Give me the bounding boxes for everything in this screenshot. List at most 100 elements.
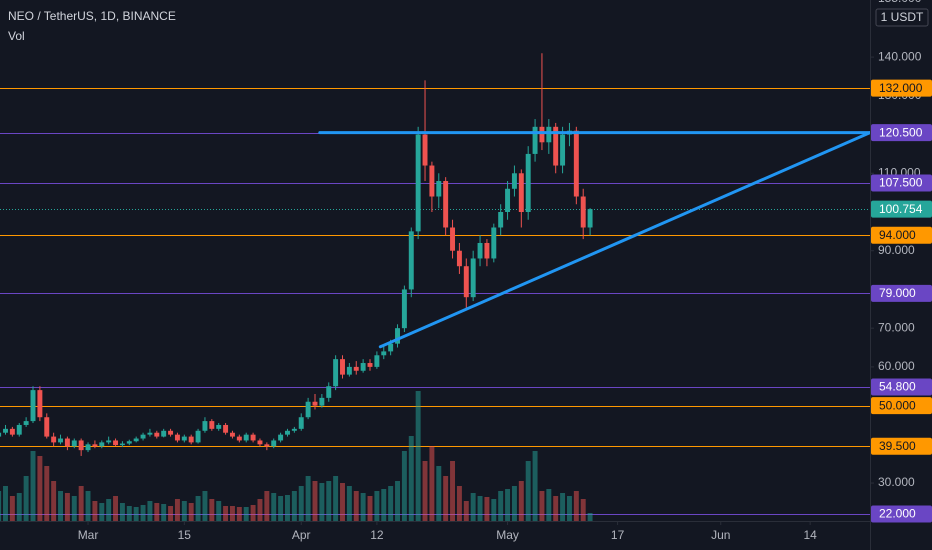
candle-body bbox=[23, 421, 29, 425]
volume-bar bbox=[560, 493, 566, 521]
volume-bar bbox=[381, 489, 387, 521]
volume-bar bbox=[539, 491, 545, 521]
candle-body bbox=[271, 440, 277, 447]
y-tick-label: 60.000 bbox=[878, 359, 915, 373]
volume-label: Vol bbox=[8, 29, 25, 43]
candle-body bbox=[188, 436, 194, 443]
price-label: 100.754 bbox=[879, 202, 923, 216]
volume-bar bbox=[16, 493, 22, 521]
candle-body bbox=[168, 430, 174, 435]
volume-bar bbox=[546, 489, 552, 521]
candle-body bbox=[326, 386, 332, 398]
volume-bar bbox=[154, 503, 160, 521]
volume-bar bbox=[113, 496, 119, 521]
volume-bar bbox=[174, 499, 180, 521]
axes: Mar15Apr12May17Jun14155.000140.000130.00… bbox=[78, 0, 932, 542]
price-label: 22.000 bbox=[879, 507, 916, 521]
volume-bar bbox=[374, 491, 380, 521]
volume-bar bbox=[367, 496, 373, 521]
candle-body bbox=[9, 428, 15, 435]
x-tick-label: Apr bbox=[292, 528, 311, 542]
volume-bar bbox=[23, 476, 29, 521]
candle-body bbox=[30, 390, 36, 422]
volume-bar bbox=[168, 506, 174, 521]
volume-bar bbox=[532, 451, 538, 521]
volume-bar bbox=[44, 466, 50, 521]
volume-bar bbox=[477, 496, 483, 521]
candle-body bbox=[498, 212, 504, 228]
volume-bar bbox=[209, 499, 215, 521]
candle-body bbox=[37, 390, 43, 418]
candle-body bbox=[236, 436, 242, 441]
x-tick-label: 14 bbox=[803, 528, 817, 542]
volume-bar bbox=[216, 501, 222, 521]
x-tick-label: Mar bbox=[78, 528, 99, 542]
volume-bar bbox=[161, 504, 167, 521]
candle-body bbox=[202, 421, 208, 431]
volume-bar bbox=[511, 486, 517, 521]
candle-body bbox=[243, 434, 249, 441]
candle-body bbox=[587, 209, 593, 228]
candle-body bbox=[58, 438, 63, 443]
volume-bar bbox=[3, 486, 8, 521]
volume-bar bbox=[415, 391, 421, 521]
candle-body bbox=[525, 153, 531, 213]
volume-bar bbox=[491, 499, 497, 521]
volume-bar bbox=[181, 501, 187, 521]
volume-bar bbox=[346, 486, 352, 521]
chart-title: NEO / TetherUS, 1D, BINANCE bbox=[8, 9, 176, 23]
volume-bar bbox=[525, 461, 531, 521]
volume-bar bbox=[188, 503, 194, 521]
price-label-box bbox=[871, 284, 932, 302]
price-label: 50.000 bbox=[879, 398, 916, 412]
currency-label: 1 USDT bbox=[881, 10, 924, 24]
volume-bar bbox=[119, 503, 125, 521]
volume-bar bbox=[463, 501, 469, 521]
plot-area bbox=[0, 53, 870, 521]
price-label: 132.000 bbox=[879, 81, 923, 95]
volume-bar bbox=[553, 496, 559, 521]
candle-body bbox=[477, 242, 483, 259]
candle-body bbox=[381, 351, 387, 356]
volume-bar bbox=[106, 499, 112, 521]
candle-body bbox=[92, 444, 98, 447]
candle-body bbox=[340, 359, 345, 375]
volume-bar bbox=[360, 493, 366, 521]
volume-bar bbox=[58, 491, 63, 521]
candle-body bbox=[44, 417, 50, 437]
candle-body bbox=[181, 436, 187, 441]
volume-bar bbox=[126, 506, 132, 521]
candle-body bbox=[312, 401, 318, 406]
price-label-box bbox=[871, 397, 932, 415]
candle-body bbox=[422, 134, 428, 166]
candle-body bbox=[505, 188, 511, 213]
candle-body bbox=[305, 401, 311, 418]
volume-bar bbox=[395, 481, 400, 521]
candle-body bbox=[415, 134, 421, 232]
volume-bar bbox=[587, 513, 593, 521]
volume-bar bbox=[298, 486, 304, 521]
price-label: 120.500 bbox=[879, 125, 923, 139]
volume-bar bbox=[333, 476, 339, 521]
candle-body bbox=[51, 436, 57, 443]
price-label-box bbox=[871, 226, 932, 244]
candle-body bbox=[147, 432, 153, 435]
volume-bar bbox=[37, 456, 43, 521]
candle-body bbox=[546, 126, 552, 143]
volume-bar bbox=[573, 491, 579, 521]
candle-body bbox=[456, 250, 462, 267]
candle-body bbox=[367, 363, 373, 367]
candle-body bbox=[106, 440, 112, 443]
volume-bar bbox=[64, 493, 70, 521]
volume-bar bbox=[147, 501, 153, 521]
candle-body bbox=[216, 424, 222, 429]
price-label-box bbox=[871, 378, 932, 396]
candle-body bbox=[463, 266, 469, 298]
volume-bar bbox=[257, 499, 263, 521]
candle-body bbox=[291, 428, 297, 431]
candle-body bbox=[436, 181, 442, 197]
volume-bar bbox=[278, 496, 284, 521]
candle-body bbox=[113, 440, 119, 446]
x-tick-label: Jun bbox=[711, 528, 730, 542]
